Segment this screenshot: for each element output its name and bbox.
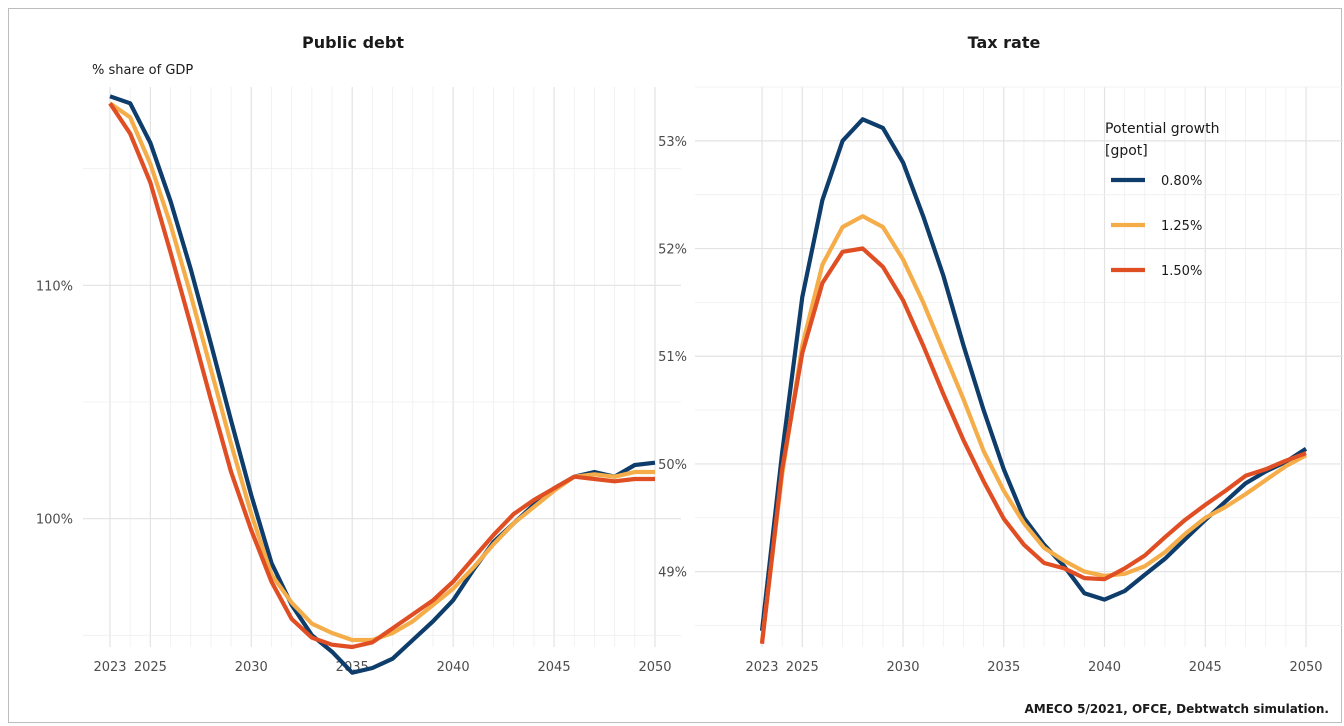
x-tick-label: 2050 [638, 660, 671, 675]
panel-public-debt: Public debt % share of GDP 100% 110% 2023 2… [36, 33, 681, 675]
legend-label: 1.50% [1161, 264, 1202, 279]
chart-canvas: Public debt % share of GDP 100% 110% 2023 2… [36, 33, 1343, 716]
figure-frame: Public debt % share of GDP 100% 110% 2023 2… [8, 8, 1343, 723]
x-tick-label: 2050 [1289, 660, 1322, 675]
panel-tax-rate: Tax rate 49% 50% 51% 52% 53% 2023 2025 2030 2035… [658, 33, 1343, 675]
y-tick-label: 51% [658, 350, 687, 365]
y-tick-label: 53% [658, 135, 687, 150]
legend-label: 0.80% [1161, 174, 1202, 189]
series-line-1-25pct [108, 101, 655, 643]
panel-title-tax-rate: Tax rate [968, 33, 1041, 52]
x-tick-label: 2023 [745, 660, 778, 675]
series-line-1-50pct [759, 246, 1307, 645]
x-tick-label: 2030 [235, 660, 268, 675]
y-tick-label: 110% [36, 279, 73, 294]
x-tick-label: 2025 [134, 660, 167, 675]
y-tick-label: 52% [658, 243, 687, 258]
x-tick-label: 2040 [1088, 660, 1121, 675]
x-tick-label: 2025 [786, 660, 819, 675]
x-tick-label: 2040 [437, 660, 470, 675]
series-line-1-50pct [108, 102, 655, 650]
x-tick-label: 2035 [987, 660, 1020, 675]
legend-title-line2: [gpot] [1105, 143, 1148, 159]
y-tick-label: 49% [658, 566, 687, 581]
panel-title-public-debt: Public debt [302, 33, 404, 52]
gridlines [83, 87, 681, 647]
series-line-1-25pct [759, 214, 1307, 642]
source-caption: AMECO 5/2021, OFCE, Debtwatch simulation… [1024, 702, 1329, 716]
x-tick-label: 2045 [1189, 660, 1222, 675]
y-tick-label: 50% [658, 458, 687, 473]
legend: Potential growth [gpot] 0.80% 1.25% 1.50% [1105, 121, 1220, 279]
series-line-0-80pct [109, 94, 656, 675]
x-tick-label: 2023 [93, 660, 126, 675]
y-tick-label: 100% [36, 513, 73, 528]
y-axis-label-public-debt: % share of GDP [92, 63, 193, 78]
legend-label: 1.25% [1161, 219, 1202, 234]
legend-title-line1: Potential growth [1105, 121, 1220, 137]
x-tick-label: 2045 [538, 660, 571, 675]
x-tick-label: 2030 [886, 660, 919, 675]
